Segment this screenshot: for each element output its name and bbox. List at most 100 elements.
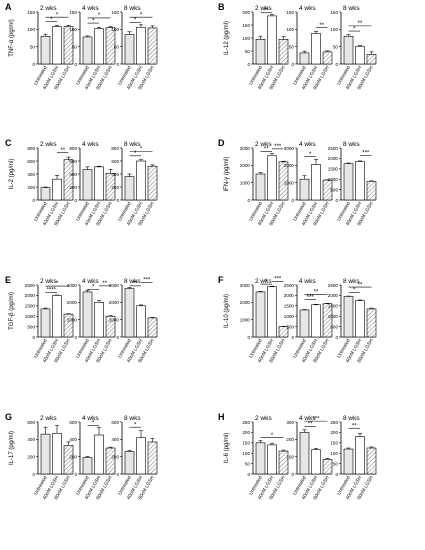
y-tick-label: 2000: [240, 300, 251, 305]
y-tick-label: 150: [242, 23, 250, 28]
y-tick-label: 400: [111, 437, 119, 442]
y-tick-label: 600: [111, 159, 119, 164]
significance-label: **: [352, 423, 357, 429]
y-tick-label: 100: [286, 27, 294, 32]
subplot-title: 4 wks: [299, 5, 316, 12]
bar-2: [366, 308, 377, 338]
bar-0: [124, 288, 135, 338]
significance-label: *: [140, 12, 143, 18]
significance-label: *: [92, 285, 95, 291]
bar-1: [52, 178, 62, 201]
bar-2: [63, 445, 74, 475]
panel-letter: A: [5, 2, 12, 12]
y-tick-label: 0: [335, 472, 338, 477]
significance-label: ****: [47, 287, 57, 293]
bar-2: [278, 38, 289, 65]
significance-label: *: [265, 279, 268, 285]
significance-label: **: [314, 290, 319, 296]
bar-1: [52, 26, 62, 65]
subplot-title: 2 wks: [255, 5, 272, 12]
y-tick-label: 200: [69, 185, 77, 190]
y-tick-label: 250: [242, 420, 250, 425]
y-tick-label: 150: [27, 10, 35, 15]
subplot-title: 8 wks: [343, 141, 360, 148]
y-tick-label: 0: [74, 335, 77, 340]
bar-0: [299, 178, 310, 201]
bar-1: [136, 26, 146, 65]
bar-2: [366, 53, 377, 65]
bar-0: [40, 433, 51, 475]
bar-1: [94, 434, 104, 475]
y-tick-label: 400: [69, 172, 77, 177]
significance-label: *: [92, 18, 95, 24]
y-axis-label: IL-2 (pg/ml): [9, 159, 15, 190]
y-tick-label: 400: [27, 437, 35, 442]
y-tick-label: 1000: [109, 317, 120, 322]
bar-0: [124, 451, 135, 475]
panel-letter: B: [218, 2, 225, 12]
bar-0: [40, 187, 51, 201]
y-tick-label: 1000: [25, 314, 36, 319]
bar-0: [343, 296, 354, 338]
significance-label: *: [309, 152, 312, 158]
panel-B: BIL-12 (pg/ml)2 wks050100150200Untreated…: [218, 2, 377, 91]
y-tick-label: 100: [27, 27, 35, 32]
significance-label: ***: [362, 150, 370, 156]
y-tick-label: 0: [247, 62, 250, 67]
significance-label: *: [56, 12, 59, 18]
y-tick-label: 3000: [240, 283, 251, 288]
panel-C: CIL-2 (pg/ml)2 wks0200400600800Untreated…: [5, 138, 158, 227]
panel-F: FIL-10 (pg/ml)2 wks0100020003000Untreate…: [218, 275, 377, 364]
subplot-title: 8 wks: [343, 278, 360, 285]
bar-1: [52, 295, 62, 338]
y-tick-label: 50: [333, 461, 339, 466]
subplot-title: 8 wks: [124, 278, 141, 285]
significance-label: *: [134, 151, 137, 157]
bar-2: [322, 458, 333, 475]
bar-1: [355, 436, 365, 475]
y-tick-label: 800: [69, 146, 77, 151]
y-tick-label: 0: [74, 62, 77, 67]
y-tick-label: 0: [291, 335, 294, 340]
y-tick-label: 2000: [67, 300, 78, 305]
significance-label: *: [353, 26, 356, 32]
y-tick-label: 0: [32, 335, 35, 340]
significance-label: **: [358, 282, 363, 288]
y-tick-label: 600: [69, 159, 77, 164]
y-tick-label: 400: [69, 437, 77, 442]
y-axis-label: IFN-γ (pg/ml): [224, 157, 230, 192]
y-tick-label: 50: [72, 44, 78, 49]
significance-label: ***: [274, 277, 282, 283]
subplot-title: 2 wks: [255, 415, 272, 422]
y-tick-label: 200: [242, 430, 250, 435]
y-tick-label: 0: [74, 472, 77, 477]
y-axis-label: TGF-β (pg/ml): [9, 292, 15, 330]
significance-label: **: [319, 23, 324, 29]
y-tick-label: 2000: [284, 293, 295, 298]
y-tick-label: 50: [245, 49, 251, 54]
y-tick-label: 200: [286, 437, 294, 442]
y-tick-label: 0: [247, 198, 250, 203]
significance-label: *: [98, 13, 101, 19]
y-tick-label: 0: [116, 62, 119, 67]
significance-label: **: [102, 281, 107, 287]
panel-G: GIL-17 (pg/ml)2 wks0200400600Untreated40…: [5, 412, 158, 501]
y-tick-label: 150: [330, 441, 338, 446]
subplot-title: 2 wks: [255, 278, 272, 285]
subplot-title: 4 wks: [299, 141, 316, 148]
significance-label: ***: [307, 295, 315, 301]
bar-0: [40, 35, 51, 65]
panel-letter: E: [5, 275, 11, 285]
y-tick-label: 100: [111, 27, 119, 32]
panel-letter: F: [218, 275, 224, 285]
y-tick-label: 100: [286, 454, 294, 459]
bar-2: [322, 51, 333, 65]
